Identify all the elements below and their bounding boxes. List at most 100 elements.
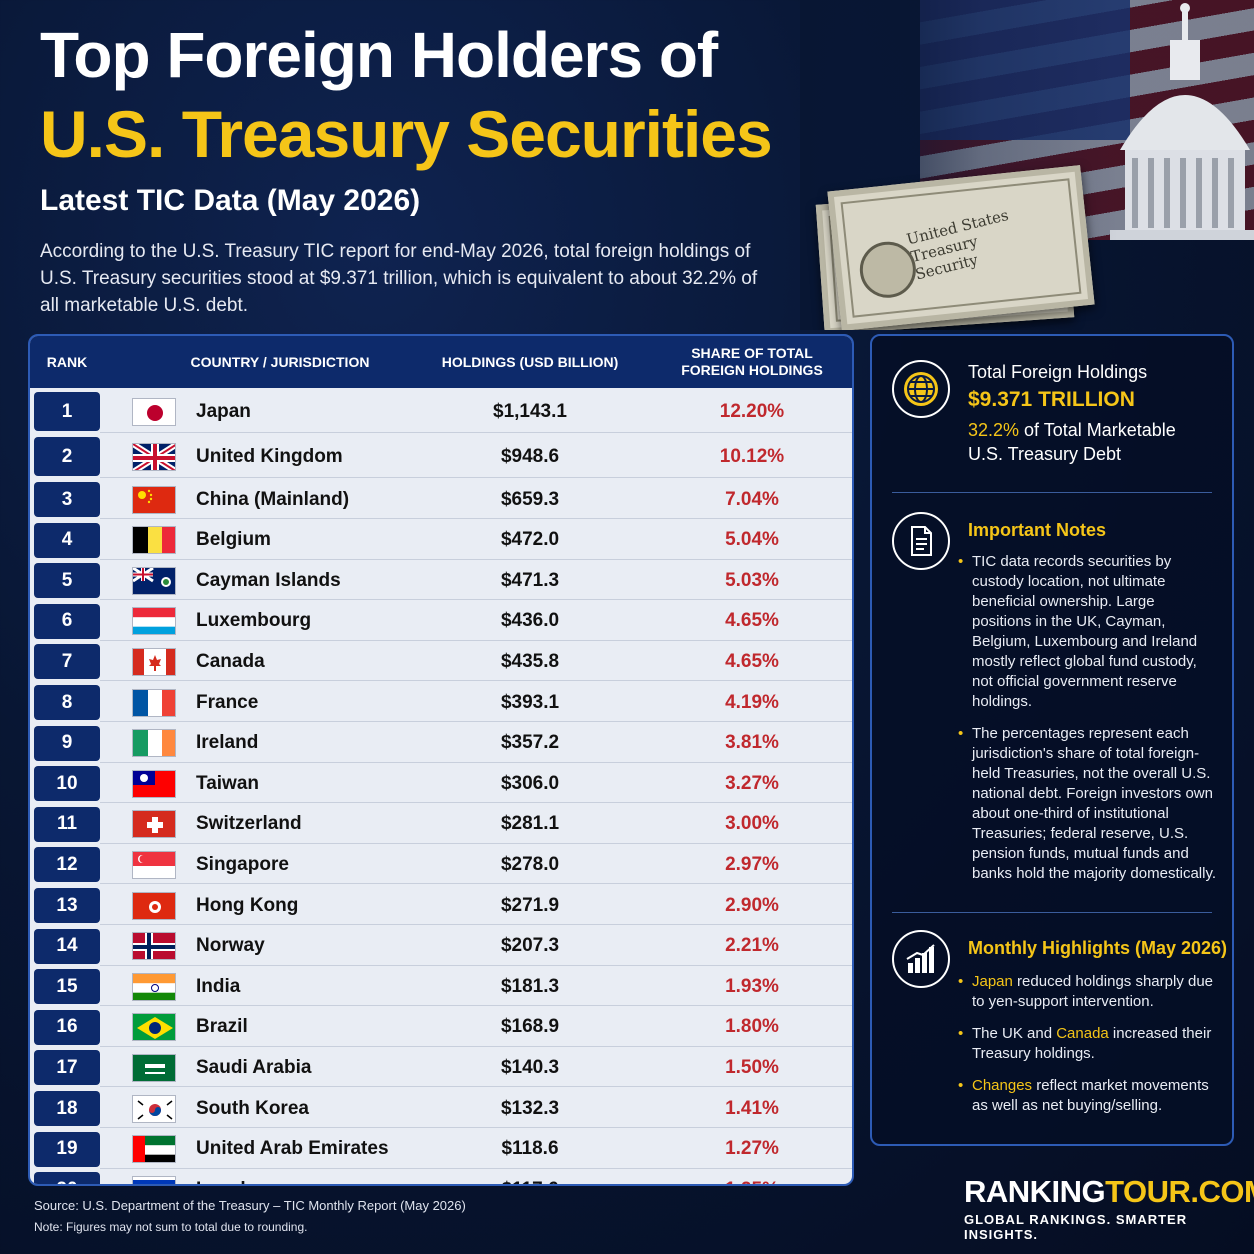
share-cell: 1.50% xyxy=(725,1056,779,1078)
share-cell: 1.93% xyxy=(725,975,779,997)
share-cell: 2.21% xyxy=(725,935,779,957)
note-item: The percentages represent each jurisdict… xyxy=(958,724,1216,884)
total-line3: U.S. Treasury Debt xyxy=(968,444,1122,464)
table-row: 2 United Kingdom $948.6 10.12% xyxy=(30,435,852,478)
israel-flag-icon xyxy=(132,1175,176,1184)
rank-cell: 2 xyxy=(34,437,100,476)
country-cell: South Korea xyxy=(196,1097,309,1119)
table-row: 4 Belgium $472.0 5.04% xyxy=(30,521,852,560)
row-divider xyxy=(100,964,852,966)
holdings-cell: $117.6 xyxy=(450,1170,610,1184)
taiwan-flag-icon xyxy=(132,769,176,798)
note-item: TIC data records securities by custody l… xyxy=(958,552,1216,712)
holdings-cell: $271.9 xyxy=(500,894,560,916)
country-cell: China (Mainland) xyxy=(196,488,350,510)
notes-heading: Important Notes xyxy=(968,520,1107,540)
share-cell: 5.04% xyxy=(725,529,779,551)
country-cell: Japan xyxy=(196,400,251,422)
header-rank: RANK xyxy=(46,353,88,370)
country-cell: Ireland xyxy=(196,732,259,754)
share-cell: 3.81% xyxy=(725,732,779,754)
table-row: 8 France $393.1 4.19% xyxy=(30,683,852,722)
uae-flag-icon xyxy=(132,1135,176,1164)
share-cell: 1.41% xyxy=(725,1097,779,1119)
header-share-line2: FOREIGN HOLDINGS xyxy=(681,362,823,378)
rank-cell: 9 xyxy=(34,725,100,761)
row-divider xyxy=(100,518,852,519)
table-row: 1 Japan $1,143.1 12.20% xyxy=(30,390,852,433)
rank-cell: 12 xyxy=(34,847,100,883)
share-cell: 4.65% xyxy=(725,610,779,632)
holdings-cell: $168.9 xyxy=(500,1016,560,1038)
table-row: 13 Hong Kong $271.9 2.90% xyxy=(30,886,852,925)
row-divider xyxy=(100,842,852,844)
table-row: 18 South Korea $132.3 1.41% xyxy=(30,1089,852,1128)
row-divider xyxy=(100,1086,852,1088)
rank-cell: 11 xyxy=(34,806,100,842)
country-cell: Belgium xyxy=(196,529,271,551)
row-divider xyxy=(100,802,852,804)
rank-cell: 16 xyxy=(34,1009,100,1045)
france-flag-icon xyxy=(132,688,176,717)
rank-cell: 1 xyxy=(34,392,100,431)
table-row: 15 India $181.3 1.93% xyxy=(30,967,852,1007)
highlight-item: The UK and Canada increased their Treasu… xyxy=(958,1024,1216,1064)
row-divider xyxy=(100,558,852,560)
brand-tagline: GLOBAL RANKINGS. SMARTER INSIGHTS. xyxy=(964,1212,1188,1242)
share-cell: 4.65% xyxy=(725,650,779,672)
country-cell: Taiwan xyxy=(196,772,259,794)
row-divider xyxy=(100,432,852,433)
highlight-text: The UK and xyxy=(972,1025,1057,1042)
hongkong-flag-icon xyxy=(132,891,176,920)
holdings-table: RANK COUNTRY / JURISDICTION HOLDINGS (US… xyxy=(28,334,854,1186)
rounding-note: Note: Figures may not sum to total due t… xyxy=(34,1220,308,1234)
country-cell: Hong Kong xyxy=(196,894,299,916)
holdings-cell: $181.3 xyxy=(500,975,560,997)
holdings-cell: $472.0 xyxy=(500,529,560,551)
divider xyxy=(892,912,1212,913)
country-cell: Norway xyxy=(196,935,265,957)
table-row: 10 Taiwan $306.0 3.27% xyxy=(30,764,852,804)
rank-cell: 8 xyxy=(34,685,100,720)
share-cell: 5.03% xyxy=(725,569,779,591)
page-title-line2: U.S. Treasury Securities xyxy=(40,97,773,171)
share-cell: 7.04% xyxy=(725,488,779,510)
country-cell: United Kingdom xyxy=(196,445,343,467)
highlights-list: Japan reduced holdings sharply due to ye… xyxy=(958,972,1216,1128)
rank-cell: 15 xyxy=(34,969,100,1005)
capitol-flag-illustration: United States Treasury Security xyxy=(800,0,1254,330)
highlight-keyword: Canada xyxy=(1056,1025,1109,1042)
luxembourg-flag-icon xyxy=(132,607,176,636)
total-pct: 32.2% xyxy=(968,420,1020,440)
rank-cell: 20 xyxy=(34,1172,100,1184)
rank-cell: 4 xyxy=(34,522,100,558)
india-flag-icon xyxy=(132,972,176,1001)
table-row: 17 Saudi Arabia $140.3 1.50% xyxy=(30,1048,852,1088)
row-divider xyxy=(100,1167,852,1169)
country-cell: France xyxy=(196,691,259,713)
holdings-cell: $436.0 xyxy=(500,610,560,632)
intro-paragraph: According to the U.S. Treasury TIC repor… xyxy=(40,241,758,316)
share-cell: 1.27% xyxy=(725,1138,779,1160)
table-row: 20 Israel $117.6 1.25% xyxy=(30,1170,852,1184)
holdings-cell: $435.8 xyxy=(500,650,560,672)
singapore-flag-icon xyxy=(132,850,176,879)
source-note: Source: U.S. Department of the Treasury … xyxy=(34,1198,466,1213)
total-label: Total Foreign Holdings xyxy=(968,362,1148,382)
treasury-certificate: United States Treasury Security xyxy=(827,165,1095,330)
table-row: 16 Brazil $168.9 1.80% xyxy=(30,1008,852,1047)
table-row: 14 Norway $207.3 2.21% xyxy=(30,927,852,966)
holdings-cell: $659.3 xyxy=(500,488,560,510)
row-divider xyxy=(100,599,852,601)
brand-part-b: TOUR.COM xyxy=(1105,1174,1254,1209)
table-row: 7 Canada $435.8 4.65% xyxy=(30,642,852,682)
rank-cell: 7 xyxy=(34,644,100,680)
holdings-cell: $118.6 xyxy=(501,1138,559,1160)
highlight-text: increased their Treasury holdings. xyxy=(972,1025,1212,1062)
row-divider xyxy=(100,680,852,682)
rank-cell: 17 xyxy=(34,1050,100,1086)
highlight-item: Changes reflect market movements as well… xyxy=(958,1076,1216,1116)
row-divider xyxy=(100,924,852,925)
norway-flag-icon xyxy=(132,932,176,961)
globe-icon xyxy=(892,360,950,418)
